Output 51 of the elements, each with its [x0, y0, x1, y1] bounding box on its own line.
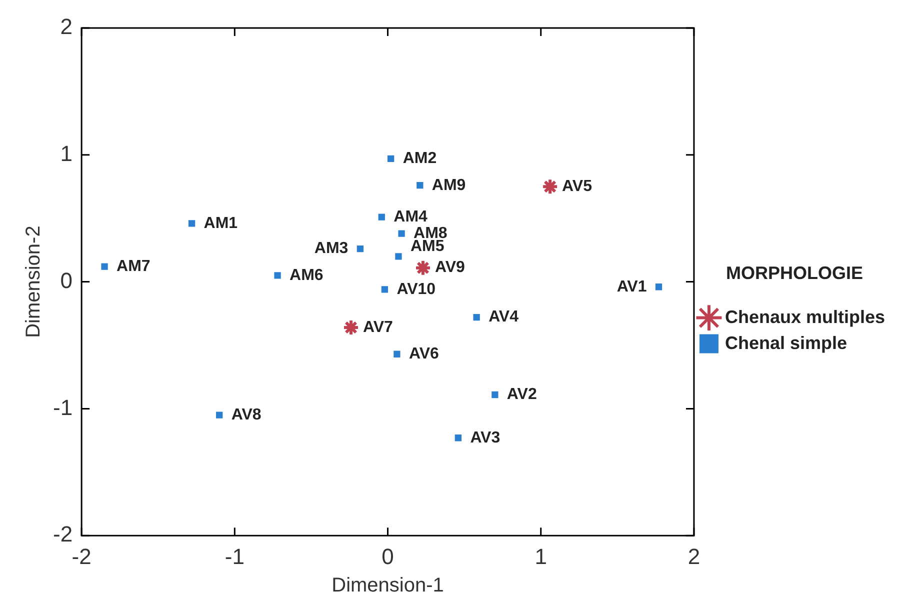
- annotation: AM2: [402, 150, 437, 168]
- annotation: AV4: [488, 308, 519, 326]
- y-tick-label: -1: [53, 394, 73, 420]
- annotation: AM1: [204, 214, 238, 232]
- point: [378, 214, 385, 220]
- annotation: AV1: [616, 278, 647, 296]
- annotation: AV8: [231, 406, 262, 424]
- point: [414, 259, 432, 276]
- annotation: AM9: [432, 176, 466, 194]
- annotation: AV5: [562, 178, 592, 196]
- point: [492, 391, 498, 398]
- x-tick-label: 2: [688, 544, 700, 569]
- annotation: AM6: [290, 266, 324, 284]
- y-tick-label: 0: [60, 268, 73, 293]
- annotation: AV3: [470, 429, 500, 446]
- annotation: AM3: [314, 240, 348, 258]
- point: [381, 286, 388, 293]
- point: [342, 318, 360, 336]
- x-tick-label: 0: [382, 544, 394, 569]
- legend-label: Chenaux multiples: [724, 306, 885, 327]
- legend-title: MORPHOLOGIE: [726, 263, 863, 284]
- annotation: AM5: [410, 238, 444, 255]
- annotation: AV10: [396, 280, 436, 298]
- point: [398, 230, 405, 237]
- x-axis-title: Dimension-1: [332, 574, 444, 597]
- point: [216, 412, 223, 418]
- y-tick-label: 1: [60, 140, 73, 166]
- annotation: AV7: [363, 318, 394, 336]
- annotation: AV6: [408, 346, 439, 363]
- point: [274, 272, 281, 279]
- point: [101, 263, 108, 270]
- x-tick-label: 1: [534, 544, 547, 569]
- point: [395, 253, 402, 260]
- x-tick-label: -1: [224, 544, 244, 569]
- annotation: AV9: [434, 259, 466, 276]
- point: [542, 178, 559, 196]
- point: [388, 155, 394, 162]
- point: [473, 314, 480, 321]
- y-axis-title: Dimension-2: [22, 226, 45, 338]
- point: [394, 350, 400, 358]
- y-tick-label: -2: [53, 522, 73, 547]
- point: [356, 245, 364, 252]
- legend-label: Chenal simple: [724, 332, 848, 353]
- annotation: AV2: [506, 386, 537, 404]
- annotation: AM4: [394, 208, 428, 226]
- point: [454, 434, 462, 442]
- y-tick-label: 2: [60, 14, 73, 40]
- annotation: AM7: [116, 258, 150, 275]
- point: [416, 182, 424, 189]
- point: [655, 284, 662, 290]
- point: [188, 220, 196, 227]
